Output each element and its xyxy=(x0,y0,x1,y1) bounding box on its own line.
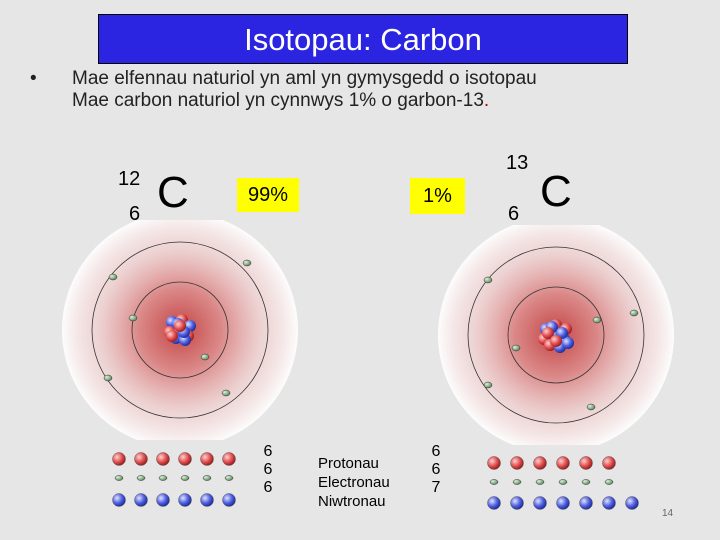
legend-electrons: Electronau xyxy=(318,474,390,491)
carbon-12-proton-count: 6 xyxy=(263,443,273,460)
slide-title: Isotopau: Carbon xyxy=(98,14,628,64)
proton-row xyxy=(487,456,616,470)
left-abundance-label: 99% xyxy=(237,178,299,212)
bullet-line-2-period: . xyxy=(483,90,490,111)
carbon-13-electron-count: 6 xyxy=(431,461,441,478)
electron-row xyxy=(114,475,234,481)
bullet-line-2-text: Mae carbon naturiol yn cynnwys 1% o garb… xyxy=(72,90,484,111)
inner-orbit xyxy=(131,281,229,379)
nucleus xyxy=(538,319,574,353)
neutron-row xyxy=(112,493,236,507)
outer-orbit xyxy=(91,241,269,419)
bullet-line-2: Mae carbon naturiol yn cynnwys 1% o garb… xyxy=(72,90,489,112)
carbon-13-atom xyxy=(436,225,676,445)
electrons xyxy=(103,259,252,397)
carbon-12-atom xyxy=(60,220,300,440)
particle-legend: Protonau Electronau Niwtronau xyxy=(318,454,390,511)
carbon-13-counts: 6 6 7 xyxy=(428,443,444,497)
left-atomic-number: 6 xyxy=(129,203,141,225)
legend-neutrons: Niwtronau xyxy=(318,493,386,510)
outer-orbit xyxy=(467,246,645,424)
left-mass-number: 12 xyxy=(118,168,141,190)
inner-orbit xyxy=(507,286,605,384)
carbon-12-electron-count: 6 xyxy=(263,461,273,478)
carbon-12-counts: 6 6 6 xyxy=(260,443,276,497)
bullet-symbol: • xyxy=(30,68,37,89)
right-element-symbol: C xyxy=(540,167,572,216)
bullet-line-1: Mae elfennau naturiol yn aml yn gymysged… xyxy=(72,68,537,89)
neutron-row xyxy=(487,496,639,510)
nucleus xyxy=(164,314,196,346)
carbon-13-neutron-count: 7 xyxy=(431,479,441,496)
electron-row xyxy=(489,479,614,485)
electrons xyxy=(483,276,639,411)
page-number: 14 xyxy=(662,508,674,519)
carbon-12-particles xyxy=(108,448,238,514)
legend-protons: Protonau xyxy=(318,455,379,472)
proton-row xyxy=(112,452,236,466)
right-mass-number: 13 xyxy=(506,152,529,174)
right-abundance-label: 1% xyxy=(410,178,465,214)
left-element-symbol: C xyxy=(157,168,189,217)
carbon-13-particles xyxy=(483,452,643,518)
carbon-13-proton-count: 6 xyxy=(431,443,441,460)
carbon-12-neutron-count: 6 xyxy=(263,479,273,496)
right-atomic-number: 6 xyxy=(508,203,520,225)
